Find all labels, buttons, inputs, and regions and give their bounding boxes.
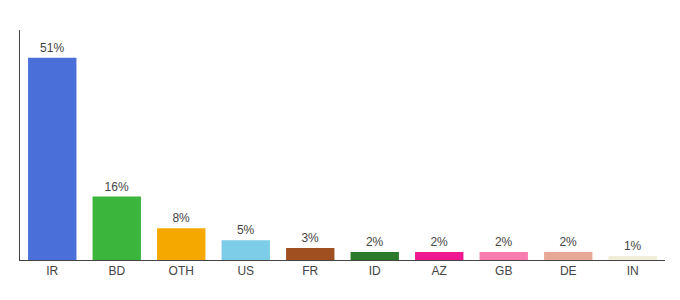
svg-text:US: US <box>237 264 254 278</box>
svg-text:OTH: OTH <box>169 264 194 278</box>
svg-text:1%: 1% <box>624 239 642 253</box>
svg-text:AZ: AZ <box>432 264 447 278</box>
svg-text:IN: IN <box>627 264 639 278</box>
svg-text:BD: BD <box>108 264 125 278</box>
svg-text:5%: 5% <box>237 223 255 237</box>
svg-text:16%: 16% <box>105 180 129 194</box>
svg-text:2%: 2% <box>430 235 448 249</box>
svg-text:FR: FR <box>302 264 318 278</box>
svg-text:3%: 3% <box>301 231 319 245</box>
svg-text:2%: 2% <box>559 235 577 249</box>
svg-text:2%: 2% <box>495 235 513 249</box>
svg-text:IR: IR <box>46 264 58 278</box>
svg-text:GB: GB <box>495 264 512 278</box>
svg-text:8%: 8% <box>172 211 190 225</box>
svg-text:2%: 2% <box>366 235 384 249</box>
svg-text:DE: DE <box>560 264 577 278</box>
svg-text:ID: ID <box>369 264 381 278</box>
svg-text:51%: 51% <box>40 41 64 55</box>
